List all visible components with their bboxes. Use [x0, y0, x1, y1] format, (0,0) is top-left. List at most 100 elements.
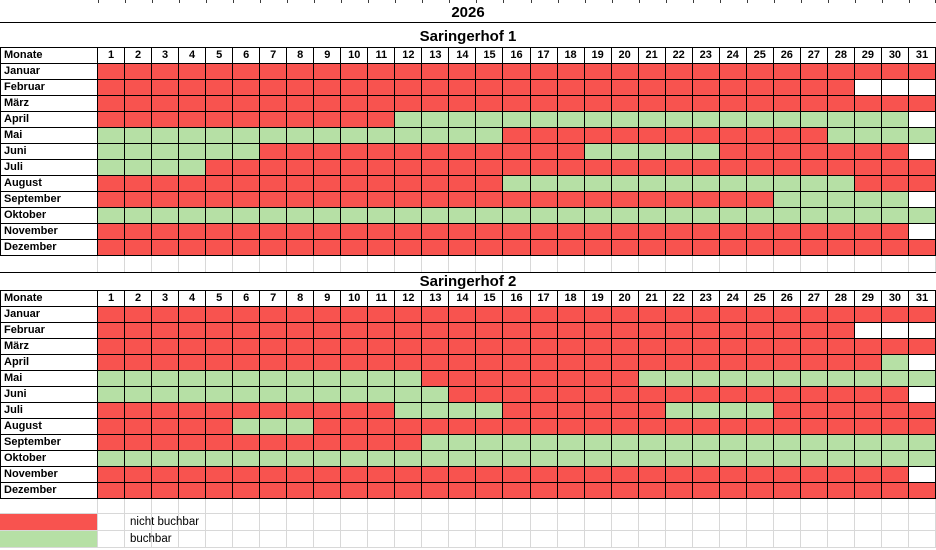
day-cell[interactable] — [98, 224, 126, 240]
day-cell[interactable] — [881, 224, 909, 240]
day-cell[interactable] — [827, 483, 855, 499]
day-cell[interactable] — [692, 128, 720, 144]
day-cell[interactable] — [260, 307, 288, 323]
day-cell[interactable] — [206, 208, 234, 224]
day-cell[interactable] — [125, 240, 153, 256]
day-cell[interactable] — [422, 224, 450, 240]
day-cell[interactable] — [314, 208, 342, 224]
day-cell[interactable] — [503, 483, 531, 499]
day-cell[interactable] — [854, 208, 882, 224]
day-cell[interactable] — [314, 355, 342, 371]
day-cell[interactable] — [530, 240, 558, 256]
day-cell[interactable] — [422, 96, 450, 112]
day-cell[interactable] — [854, 387, 882, 403]
day-cell[interactable] — [611, 387, 639, 403]
day-cell[interactable] — [152, 176, 180, 192]
day-cell[interactable] — [152, 224, 180, 240]
day-cell[interactable] — [98, 419, 126, 435]
day-cell[interactable] — [233, 387, 261, 403]
day-cell[interactable] — [395, 323, 423, 339]
day-cell[interactable] — [638, 451, 666, 467]
day-cell[interactable] — [800, 323, 828, 339]
day-cell[interactable] — [719, 467, 747, 483]
day-cell[interactable] — [584, 160, 612, 176]
day-cell[interactable] — [665, 355, 693, 371]
day-cell[interactable] — [611, 403, 639, 419]
day-cell[interactable] — [692, 307, 720, 323]
day-cell[interactable] — [665, 80, 693, 96]
day-cell[interactable] — [233, 339, 261, 355]
day-cell[interactable] — [665, 64, 693, 80]
day-cell[interactable] — [692, 160, 720, 176]
day-cell[interactable] — [260, 419, 288, 435]
day-cell[interactable] — [584, 192, 612, 208]
day-cell[interactable] — [449, 483, 477, 499]
day-cell[interactable] — [719, 307, 747, 323]
day-cell[interactable] — [341, 451, 369, 467]
day-cell[interactable] — [341, 176, 369, 192]
day-cell[interactable] — [341, 144, 369, 160]
day-cell[interactable] — [746, 208, 774, 224]
day-cell[interactable] — [341, 323, 369, 339]
day-cell[interactable] — [314, 144, 342, 160]
day-cell[interactable] — [422, 144, 450, 160]
day-cell[interactable] — [422, 208, 450, 224]
day-cell[interactable] — [206, 435, 234, 451]
day-cell[interactable] — [422, 80, 450, 96]
day-cell[interactable] — [881, 96, 909, 112]
day-cell[interactable] — [449, 80, 477, 96]
day-cell[interactable] — [719, 64, 747, 80]
day-cell[interactable] — [557, 323, 585, 339]
day-cell[interactable] — [422, 176, 450, 192]
day-cell[interactable] — [368, 144, 396, 160]
day-cell[interactable] — [665, 435, 693, 451]
day-cell[interactable] — [98, 371, 126, 387]
day-cell[interactable] — [179, 224, 207, 240]
day-cell[interactable] — [476, 96, 504, 112]
day-cell[interactable] — [611, 240, 639, 256]
day-cell[interactable] — [638, 128, 666, 144]
day-cell[interactable] — [530, 160, 558, 176]
day-cell[interactable] — [476, 467, 504, 483]
day-cell[interactable] — [476, 80, 504, 96]
day-cell[interactable] — [395, 387, 423, 403]
day-cell[interactable] — [476, 435, 504, 451]
day-cell[interactable] — [314, 192, 342, 208]
day-cell[interactable] — [152, 96, 180, 112]
day-cell[interactable] — [611, 451, 639, 467]
day-cell[interactable] — [125, 112, 153, 128]
day-cell[interactable] — [800, 240, 828, 256]
day-cell[interactable] — [476, 307, 504, 323]
day-cell[interactable] — [233, 240, 261, 256]
day-cell[interactable] — [341, 128, 369, 144]
day-cell[interactable] — [152, 355, 180, 371]
day-cell[interactable] — [503, 371, 531, 387]
day-cell[interactable] — [800, 192, 828, 208]
day-cell[interactable] — [827, 307, 855, 323]
day-cell[interactable] — [638, 192, 666, 208]
day-cell[interactable] — [692, 96, 720, 112]
day-cell[interactable] — [719, 112, 747, 128]
day-cell[interactable] — [530, 80, 558, 96]
day-cell[interactable] — [719, 80, 747, 96]
day-cell[interactable] — [152, 64, 180, 80]
day-cell[interactable] — [152, 339, 180, 355]
day-cell[interactable] — [530, 467, 558, 483]
day-cell[interactable] — [530, 112, 558, 128]
day-cell[interactable] — [287, 144, 315, 160]
day-cell[interactable] — [827, 435, 855, 451]
day-cell[interactable] — [260, 192, 288, 208]
day-cell[interactable] — [422, 323, 450, 339]
day-cell[interactable] — [395, 144, 423, 160]
day-cell[interactable] — [395, 467, 423, 483]
day-cell[interactable] — [206, 144, 234, 160]
day-cell[interactable] — [287, 435, 315, 451]
day-cell[interactable] — [827, 128, 855, 144]
day-cell[interactable] — [719, 176, 747, 192]
day-cell[interactable] — [206, 176, 234, 192]
day-cell[interactable] — [773, 403, 801, 419]
day-cell[interactable] — [314, 419, 342, 435]
day-cell[interactable] — [665, 160, 693, 176]
day-cell[interactable] — [773, 240, 801, 256]
day-cell[interactable] — [530, 323, 558, 339]
